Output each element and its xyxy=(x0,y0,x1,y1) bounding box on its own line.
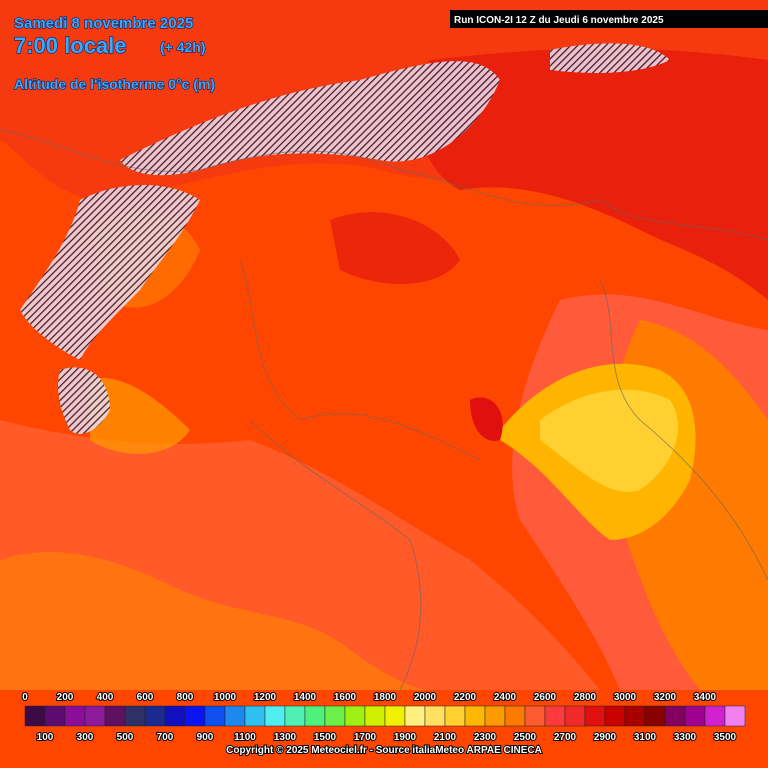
legend-label: 1200 xyxy=(254,692,277,703)
legend-swatch xyxy=(264,705,286,727)
legend-swatch xyxy=(504,705,526,727)
legend-swatch xyxy=(244,705,266,727)
legend-label: 1100 xyxy=(234,732,256,743)
legend-swatch xyxy=(24,705,46,727)
legend-swatch xyxy=(344,705,366,727)
legend-label: 800 xyxy=(177,692,194,703)
legend-label: 500 xyxy=(117,732,134,743)
legend-label: 1300 xyxy=(274,732,297,743)
legend-label: 400 xyxy=(97,692,114,703)
legend-label: 1800 xyxy=(374,692,397,703)
legend-swatch xyxy=(164,705,186,727)
legend-label: 1400 xyxy=(294,692,317,703)
legend-label: 2600 xyxy=(534,692,557,703)
legend-label: 3500 xyxy=(714,732,737,743)
legend: 0 200 400 600 800 1000 1200 1400 1600 1800 2000 220… xyxy=(21,691,746,744)
legend-swatch xyxy=(484,705,506,727)
legend-swatch xyxy=(564,705,586,727)
legend-swatch xyxy=(104,705,126,727)
legend-swatch xyxy=(544,705,566,727)
legend-swatch xyxy=(524,705,546,727)
legend-label: 700 xyxy=(157,732,174,743)
legend-swatch xyxy=(644,705,666,727)
legend-label: 900 xyxy=(197,732,214,743)
legend-label: 2700 xyxy=(554,732,577,743)
legend-swatch xyxy=(584,705,606,727)
lead-time: (+ 42h) xyxy=(160,39,206,55)
legend-label: 3200 xyxy=(654,692,677,703)
legend-swatch xyxy=(224,705,246,727)
legend-swatch xyxy=(44,705,66,727)
legend-label: 1500 xyxy=(314,732,337,743)
legend-swatch xyxy=(64,705,86,727)
legend-swatch xyxy=(204,705,226,727)
legend-swatch xyxy=(304,705,326,727)
legend-swatch xyxy=(704,705,726,727)
legend-label: 1600 xyxy=(334,692,357,703)
legend-swatch xyxy=(664,705,686,727)
legend-swatch xyxy=(424,705,446,727)
legend-swatch xyxy=(404,705,426,727)
variable: Altitude de l'isotherme 0°c (m) xyxy=(14,76,215,92)
legend-label: 100 xyxy=(37,732,54,743)
legend-swatch xyxy=(684,705,706,727)
legend-swatch xyxy=(464,705,486,727)
legend-label: 2300 xyxy=(474,732,497,743)
legend-label: 2400 xyxy=(494,692,517,703)
legend-swatch xyxy=(284,705,306,727)
legend-swatch xyxy=(124,705,146,727)
borders xyxy=(0,129,768,691)
legend-swatch xyxy=(444,705,466,727)
snow-hatching xyxy=(20,43,670,434)
legend-swatch xyxy=(324,705,346,727)
legend-swatch xyxy=(84,705,106,727)
legend-label: 2800 xyxy=(574,692,597,703)
legend-label: 2200 xyxy=(454,692,477,703)
legend-swatch xyxy=(624,705,646,727)
legend-swatch xyxy=(144,705,166,727)
run-banner xyxy=(450,10,768,28)
legend-label: 2500 xyxy=(514,732,537,743)
legend-swatch xyxy=(364,705,386,727)
legend-label: 3400 xyxy=(694,692,717,703)
legend-label: 3000 xyxy=(614,692,637,703)
time: 7:00 locale xyxy=(14,33,127,58)
legend-label: 300 xyxy=(77,732,94,743)
legend-label: 2100 xyxy=(434,732,457,743)
legend-label: 0 xyxy=(22,692,28,703)
date: Samedi 8 novembre 2025 xyxy=(14,15,193,32)
copyright: Copyright © 2025 Meteociel.fr - Source i… xyxy=(226,745,542,756)
legend-label: 1900 xyxy=(394,732,417,743)
legend-label: 200 xyxy=(57,692,74,703)
legend-swatch xyxy=(384,705,406,727)
legend-label: 2900 xyxy=(594,732,617,743)
legend-label: 2000 xyxy=(414,692,437,703)
legend-swatch xyxy=(184,705,206,727)
legend-label: 600 xyxy=(137,692,154,703)
legend-swatch xyxy=(724,705,746,727)
legend-label: 3300 xyxy=(674,732,697,743)
legend-label: 1000 xyxy=(214,692,237,703)
legend-label: 1700 xyxy=(354,732,377,743)
legend-label: 3100 xyxy=(634,732,657,743)
run-info: Run ICON-2I 12 Z du Jeudi 6 novembre 202… xyxy=(454,15,664,26)
legend-swatch xyxy=(604,705,626,727)
